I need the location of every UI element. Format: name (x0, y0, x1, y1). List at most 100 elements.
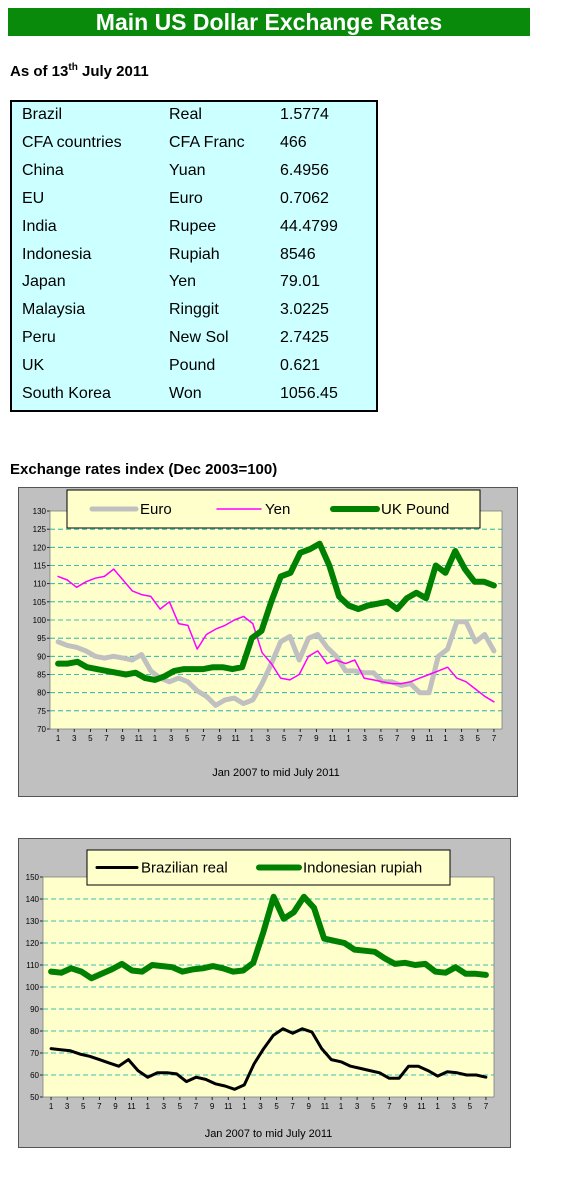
rate-value-cell: 8546 (280, 245, 316, 263)
legend-label: Euro (140, 501, 172, 518)
country-cell: CFA countries (22, 133, 122, 151)
legend-label: Yen (265, 501, 290, 518)
x-tick-label: 3 (65, 1102, 70, 1111)
y-tick-label: 140 (26, 895, 40, 904)
currency-cell: Yen (169, 273, 196, 291)
country-cell: UK (22, 357, 45, 375)
currency-cell: Euro (169, 189, 203, 207)
y-tick-label: 130 (26, 917, 40, 926)
y-tick-label: 90 (30, 1005, 39, 1014)
x-tick-label: 3 (363, 734, 368, 743)
rate-row: India Rupee 44.4799 (22, 218, 372, 242)
y-tick-label: 125 (33, 525, 47, 534)
x-tick-label: 11 (224, 1102, 233, 1111)
x-tick-label: 7 (492, 734, 497, 743)
y-tick-label: 95 (37, 634, 46, 643)
rate-row: Peru New Sol 2.7425 (22, 329, 372, 353)
x-tick-label: 7 (201, 734, 206, 743)
exchange-rates-table: Brazil Real 1.5774 CFA countries CFA Franc 46… (10, 100, 378, 412)
x-tick-label: 3 (258, 1102, 263, 1111)
y-tick-label: 70 (37, 725, 46, 734)
x-tick-label: 11 (135, 734, 144, 743)
x-tick-label: 9 (314, 734, 319, 743)
as-of-date: As of 13th July 2011 (10, 62, 149, 80)
rate-value-cell: 0.7062 (280, 189, 329, 207)
x-tick-label: 1 (435, 1102, 440, 1111)
as-of-ordinal: th (68, 62, 78, 73)
x-tick-label: 5 (274, 1102, 279, 1111)
series-line (55, 540, 497, 683)
x-tick-label: 1 (339, 1102, 344, 1111)
x-tick-label: 5 (81, 1102, 86, 1111)
x-tick-label: 5 (476, 734, 481, 743)
x-tick-label: 1 (153, 734, 158, 743)
currency-cell: Ringgit (169, 301, 219, 319)
rate-value-cell: 1056.45 (280, 385, 338, 402)
x-tick-label: 9 (113, 1102, 118, 1111)
rate-row: UK Pound 0.621 (22, 357, 372, 381)
x-tick-label: 7 (194, 1102, 199, 1111)
currency-cell: Real (169, 106, 202, 123)
y-tick-label: 100 (33, 616, 47, 625)
rate-value-cell: 44.4799 (280, 217, 338, 235)
x-tick-label: 7 (290, 1102, 295, 1111)
legend-label: Brazilian real (141, 860, 228, 877)
country-cell: Brazil (22, 106, 63, 123)
x-tick-label: 3 (72, 734, 77, 743)
rate-row: Brazil Real 1.5774 (22, 106, 372, 130)
y-tick-label: 120 (33, 543, 47, 552)
x-tick-label: 11 (127, 1102, 136, 1111)
x-tick-label: 7 (484, 1102, 489, 1111)
x-tick-label: 1 (242, 1102, 247, 1111)
x-tick-label: 3 (355, 1102, 360, 1111)
x-tick-label: 5 (178, 1102, 183, 1111)
country-cell: South Korea (22, 385, 111, 402)
page-title-banner: Main US Dollar Exchange Rates (8, 8, 530, 36)
y-tick-label: 110 (26, 961, 39, 970)
x-tick-label: 7 (395, 734, 400, 743)
x-tick-label: 3 (169, 734, 174, 743)
x-tick-label: 1 (49, 1102, 54, 1111)
rate-row: Japan Yen 79.01 (22, 273, 372, 297)
y-tick-label: 75 (37, 707, 46, 716)
currency-cell: Rupee (169, 217, 217, 235)
x-tick-label: 3 (459, 734, 464, 743)
y-tick-label: 80 (30, 1027, 39, 1036)
x-tick-label: 9 (217, 734, 222, 743)
series-line (48, 893, 489, 982)
rate-row: South Korea Won 1056.45 (22, 385, 372, 409)
x-tick-label: 5 (468, 1102, 473, 1111)
as-of-prefix: As of 13 (10, 63, 69, 80)
rate-value-cell: 1.5774 (280, 106, 329, 123)
as-of-suffix: July 2011 (77, 63, 149, 80)
y-tick-label: 120 (26, 939, 40, 948)
rate-row: EU Euro 0.7062 (22, 190, 372, 214)
legend-label: UK Pound (381, 501, 449, 518)
rate-value-cell: 6.4956 (280, 161, 329, 179)
x-tick-label: 11 (321, 1102, 330, 1111)
y-tick-label: 80 (37, 689, 46, 698)
chart-real-rupiah: 50 60 70 80 90 100 110 120 130 140 150 1 3 5 7 9 11 1 3 5 7 9… (18, 838, 511, 1148)
x-tick-label: 1 (443, 734, 448, 743)
rate-value-cell: 79.01 (280, 273, 321, 291)
x-tick-label: 5 (88, 734, 93, 743)
currency-cell: Rupiah (169, 245, 220, 263)
x-tick-label: 3 (266, 734, 271, 743)
country-cell: Malaysia (22, 301, 86, 319)
series-line (57, 568, 495, 703)
x-tick-label: 9 (403, 1102, 408, 1111)
country-cell: Indonesia (22, 245, 92, 263)
rate-row: Indonesia Rupiah 8546 (22, 246, 372, 270)
x-tick-label: 7 (298, 734, 303, 743)
x-tick-label: 7 (387, 1102, 392, 1111)
x-tick-label: 1 (145, 1102, 150, 1111)
y-tick-label: 85 (37, 671, 46, 680)
x-tick-label: 7 (104, 734, 109, 743)
currency-cell: New Sol (169, 329, 229, 347)
x-tick-label: 5 (185, 734, 190, 743)
y-tick-label: 110 (33, 580, 46, 589)
index-section-title: Exchange rates index (Dec 2003=100) (10, 461, 278, 478)
legend-label: Indonesian rupiah (303, 860, 422, 877)
y-tick-label: 50 (30, 1093, 39, 1102)
y-tick-label: 60 (30, 1071, 39, 1080)
